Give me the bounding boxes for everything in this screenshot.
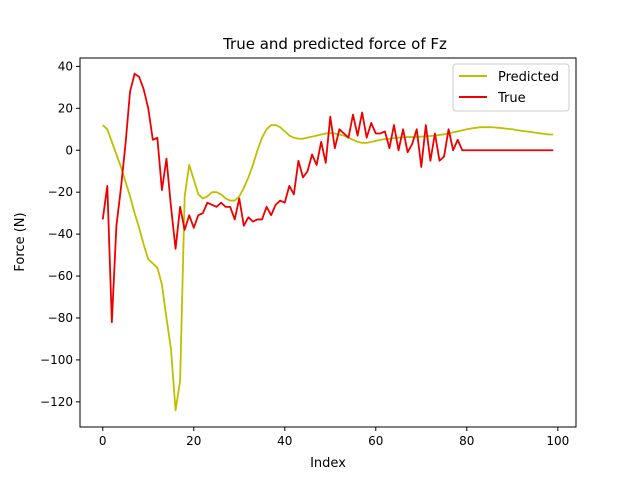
x-tick-label: 40 (277, 434, 292, 448)
y-tick-label: 0 (65, 143, 73, 157)
series-line-true (101, 72, 554, 324)
chart-title: True and predicted force of Fz (222, 35, 447, 53)
x-tick-label: 0 (99, 434, 107, 448)
y-tick-label: −40 (48, 227, 73, 241)
legend-label-true: True (497, 91, 526, 106)
x-axis-label: Index (310, 456, 346, 471)
x-axis: 0 20 40 60 80 100 (99, 427, 569, 448)
y-tick-label: −60 (48, 269, 73, 283)
legend: Predicted True (452, 63, 570, 112)
x-tick-label: 20 (186, 434, 201, 448)
x-tick-label: 100 (546, 434, 569, 448)
y-tick-label: −20 (48, 185, 73, 199)
y-tick-label: 40 (58, 59, 73, 73)
y-tick-label: −120 (40, 395, 73, 409)
y-tick-label: 20 (58, 101, 73, 115)
x-tick-label: 60 (368, 434, 383, 448)
y-tick-label: −80 (48, 311, 73, 325)
x-tick-label: 80 (459, 434, 474, 448)
plot-frame (79, 57, 577, 428)
series-line-predicted (102, 124, 554, 412)
y-tick-label: −100 (40, 353, 73, 367)
plot-area (101, 72, 554, 412)
y-axis: −120 −100 −80 −60 −40 −20 0 20 40 (40, 59, 80, 409)
legend-label-predicted: Predicted (498, 70, 559, 85)
y-axis-label: Force (N) (13, 212, 28, 271)
